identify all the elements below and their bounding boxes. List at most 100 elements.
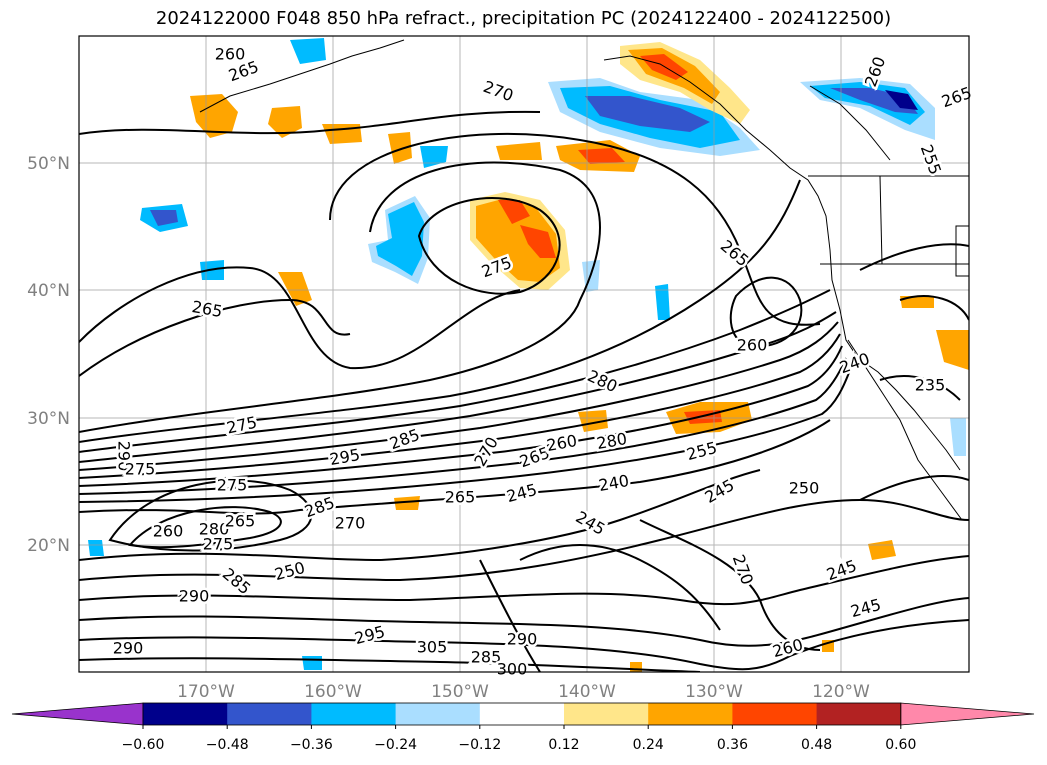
- colorbar-segment: [479, 703, 565, 725]
- negative-precip-patch: [376, 202, 424, 276]
- positive-precip-patch: [388, 132, 412, 164]
- contour-label-halo: 290: [113, 639, 144, 658]
- positive-precip-patch: [498, 200, 530, 224]
- colorbar-segment: [564, 703, 649, 725]
- contour-label-halo: 285: [471, 648, 502, 667]
- contour-label: 290: [179, 587, 210, 606]
- map-plot-area: 2602602652652702702602602652652552552652…: [78, 35, 977, 681]
- contour-label-halo: 280: [199, 520, 230, 539]
- colorbar-segment: [395, 703, 481, 725]
- contour-label: 280: [199, 520, 230, 539]
- colorbar-segment: [816, 703, 902, 725]
- colorbar-segment: [648, 703, 733, 725]
- negative-precip-patch: [885, 90, 918, 110]
- contour-label-halo: 290: [115, 441, 134, 472]
- contour-label: 285: [471, 648, 502, 667]
- longitude-axis: 170°W 160°W 150°W 140°W 130°W 120°W: [177, 682, 870, 702]
- positive-precip-patch: [278, 272, 312, 306]
- contour-label: 290: [113, 639, 144, 658]
- lon-label: 140°W: [558, 682, 616, 702]
- colorbar-tick-label: 0.12: [548, 737, 579, 753]
- contour-label: 275: [125, 460, 156, 479]
- lon-label: 150°W: [431, 682, 489, 702]
- contour-label: 265: [225, 512, 256, 531]
- contour-label: 290: [115, 441, 134, 472]
- lat-label: 20°N: [27, 536, 70, 556]
- colorbar-extend-low: [11, 702, 144, 726]
- lat-label: 40°N: [27, 281, 70, 301]
- contour-label-halo: 260: [737, 336, 768, 355]
- colorbar-tick-label: −0.48: [206, 737, 249, 753]
- map-title: 2024122000 F048 850 hPa refract., precip…: [155, 8, 892, 29]
- refractivity-contours: [79, 110, 969, 672]
- contour-label-halo: 275: [203, 535, 234, 554]
- negative-precip-patch: [290, 38, 326, 64]
- positive-precip-patch: [268, 106, 302, 138]
- contour-label-halo: 290: [507, 630, 538, 649]
- colorbar-tick-label: −0.24: [374, 737, 417, 753]
- colorbar-tick-label: 0.36: [717, 737, 748, 753]
- positive-precip-patch: [190, 94, 238, 138]
- lon-label: 120°W: [812, 682, 870, 702]
- coastlines: [199, 39, 969, 521]
- contour-label: 260: [737, 336, 768, 355]
- contour-label: 250: [789, 479, 820, 498]
- contour-label-halo: 300: [497, 660, 528, 679]
- lon-label: 130°W: [685, 682, 743, 702]
- colorbar-segment: [732, 703, 818, 725]
- positive-precip-patch: [520, 225, 556, 258]
- positive-precip-patch: [476, 198, 560, 282]
- map-frame: [78, 35, 970, 673]
- colorbar: −0.60 −0.48 −0.36 −0.24 −0.12 0.12 0.24 0.36 0.4…: [11, 702, 1035, 753]
- negative-precip-patch: [950, 418, 966, 456]
- contour-label: 260: [215, 45, 246, 64]
- colorbar-tick-label: 0.60: [885, 737, 916, 753]
- contour-label: 260: [153, 522, 184, 541]
- colorbar-segment: [227, 703, 312, 725]
- colorbar-segment: [311, 703, 397, 725]
- contour-label: 270: [335, 514, 366, 533]
- contour-label: 265: [445, 488, 476, 507]
- contour-label-halo: 265: [225, 512, 256, 531]
- colorbar-extend-high: [900, 702, 1035, 726]
- negative-precip-patch: [655, 284, 670, 320]
- colorbar-tick-label: −0.60: [122, 737, 165, 753]
- contour-label-halo: 250: [789, 479, 820, 498]
- lon-label: 160°W: [304, 682, 362, 702]
- colorbar-tick-label: −0.12: [458, 737, 501, 753]
- colorbar-frame: [142, 702, 902, 726]
- contour-label: 300: [497, 660, 528, 679]
- lat-label: 50°N: [27, 154, 70, 174]
- lon-label: 170°W: [177, 682, 235, 702]
- contour-label: 305: [417, 638, 448, 657]
- contour-label: 235: [915, 376, 946, 395]
- map-background: [79, 36, 969, 672]
- negative-precip-patch: [88, 540, 104, 556]
- contour-label-halo: 265: [445, 488, 476, 507]
- contour-label-halo: 275: [217, 476, 248, 495]
- contour-label: 275: [217, 476, 248, 495]
- contour-label-halo: 275: [125, 460, 156, 479]
- colorbar-segment: [143, 703, 228, 725]
- positive-precip-patch: [578, 148, 625, 164]
- positive-precip-patch: [900, 296, 934, 308]
- latitude-axis: 50°N 40°N 30°N 20°N: [27, 154, 70, 556]
- positive-precip-patch: [496, 142, 542, 160]
- contour-label: 275: [203, 535, 234, 554]
- contour-label-halo: 290: [179, 587, 210, 606]
- precipitation-fills: [88, 38, 969, 672]
- positive-precip-patch: [936, 330, 969, 370]
- contour-label-halo: 270: [335, 514, 366, 533]
- negative-precip-patch: [302, 656, 322, 670]
- positive-precip-patch: [394, 496, 420, 510]
- colorbar-tick-label: 0.24: [633, 737, 664, 753]
- contour-label: 290: [507, 630, 538, 649]
- colorbar-tick-label: −0.36: [290, 737, 333, 753]
- contour-label-halo: 235: [915, 376, 946, 395]
- negative-precip-patch: [150, 210, 178, 226]
- colorbar-tick-label: 0.48: [801, 737, 832, 753]
- lat-label: 30°N: [27, 409, 70, 429]
- contour-label-halo: 305: [417, 638, 448, 657]
- negative-precip-patch: [585, 96, 710, 132]
